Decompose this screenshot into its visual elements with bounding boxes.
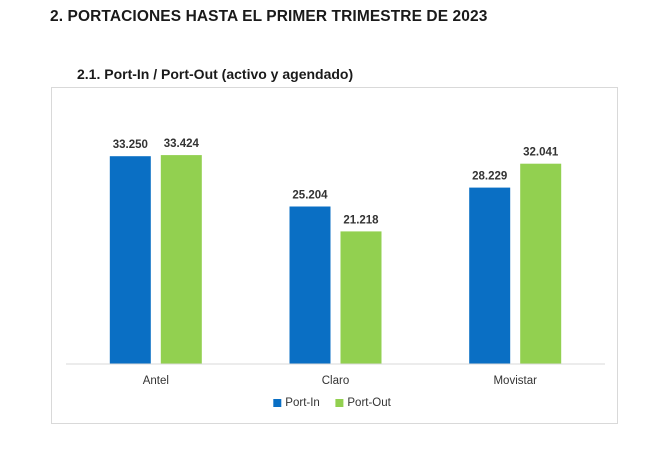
subsection-heading: 2.1. Port-In / Port-Out (activo y agenda… [77, 66, 354, 82]
bar-chart: 33.250 33.424 Antel 25.204 21.218 Claro 28.229… [66, 138, 605, 409]
data-label-antel-port-out: 33.424 [164, 138, 200, 150]
section-heading: 2. PORTACIONES HASTA EL PRIMER TRIMESTRE… [50, 8, 488, 25]
legend-label-port-out: Port-Out [347, 397, 391, 409]
bar-movistar-port-out [520, 163, 562, 364]
data-label-antel-port-in: 33.250 [113, 139, 148, 151]
bar-antel-port-out [160, 155, 202, 364]
bar-antel-port-in [109, 156, 151, 364]
data-label-movistar-port-in: 28.229 [472, 171, 507, 183]
legend-swatch-port-out [335, 399, 344, 407]
bar-claro-port-out [340, 231, 382, 364]
x-tick-label-movistar: Movistar [493, 375, 537, 387]
legend-swatch-port-in [273, 399, 282, 407]
x-tick-label-antel: Antel [143, 375, 169, 387]
data-label-claro-port-in: 25.204 [292, 190, 328, 202]
x-tick-label-claro: Claro [322, 375, 349, 387]
data-label-movistar-port-out: 32.041 [523, 147, 559, 159]
chart-frame: 33.250 33.424 Antel 25.204 21.218 Claro 28.229… [51, 87, 618, 424]
data-label-claro-port-out: 21.218 [343, 214, 379, 226]
legend-label-port-in: Port-In [285, 397, 320, 409]
bar-movistar-port-in [469, 187, 511, 364]
bar-claro-port-in [289, 206, 331, 364]
